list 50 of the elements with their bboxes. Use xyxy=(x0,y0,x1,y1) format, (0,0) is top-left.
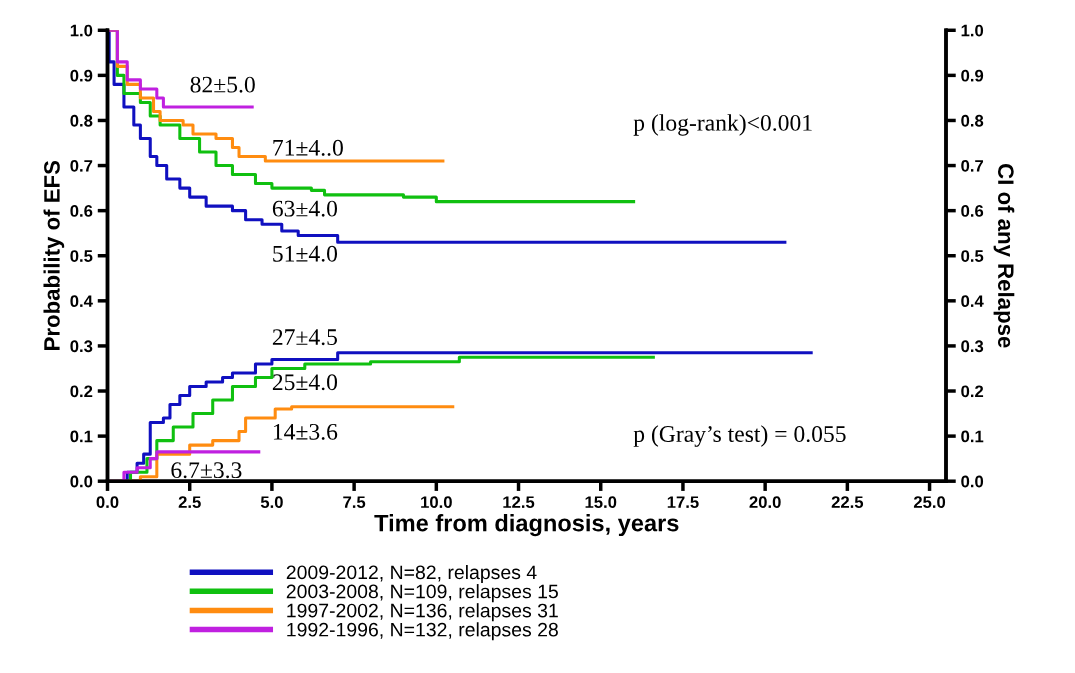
y-tick-label: 0.2 xyxy=(70,385,93,398)
x-tick-label: 5.0 xyxy=(260,496,283,509)
annotation: 27±4.5 xyxy=(272,329,338,346)
x-tick-label: 10.0 xyxy=(421,496,452,509)
annotation: 6.7±3.3 xyxy=(171,462,242,479)
y2-tick-label: 0.3 xyxy=(961,340,984,353)
y2-tick-label: 0.9 xyxy=(961,69,984,82)
annotation: 25±4.0 xyxy=(272,374,338,391)
annotation: 71±4..0 xyxy=(273,139,343,156)
legend-label: 2003-2008, N=109, relapses 15 xyxy=(286,584,558,603)
annotation: 63±4.0 xyxy=(272,200,338,217)
x-tick-label: 7.5 xyxy=(343,496,366,509)
y2-tick-label: 0.4 xyxy=(961,295,984,308)
y2-axis-title: CI of any Relapse xyxy=(993,164,1015,348)
y-tick-label: 0.5 xyxy=(70,250,93,262)
y2-tick-label: 0.5 xyxy=(961,250,984,262)
y2-tick-label: 0.1 xyxy=(961,430,984,443)
legend-label: 2009-2012, N=82, relapses 4 xyxy=(286,564,537,584)
y-tick-label: 0.3 xyxy=(70,340,93,353)
y2-tick-label: 1.0 xyxy=(961,24,984,37)
y2-tick-label: 0.2 xyxy=(961,385,984,398)
y-axis-title: Probability of EFS xyxy=(43,160,65,350)
annotation: p (Gray’s test) = 0.055 xyxy=(633,425,846,447)
annotation: p (log-rank)<0.001 xyxy=(633,114,812,136)
annotation: 51±4.0 xyxy=(273,245,338,262)
x-tick-label: 22.5 xyxy=(831,496,864,509)
legend-label: 1997-2002, N=136, relapses 31 xyxy=(287,603,558,622)
y-tick-label: 0.7 xyxy=(70,159,93,172)
x-axis-title: Time from diagnosis, years xyxy=(374,514,679,537)
y-tick-label: 0.4 xyxy=(70,295,93,308)
x-tick-label: 0.0 xyxy=(96,496,119,509)
y-tick-label: 1.0 xyxy=(70,24,93,37)
annotation: 82±5.0 xyxy=(190,76,255,93)
x-tick-label: 20.0 xyxy=(749,496,781,509)
y2-tick-label: 0.8 xyxy=(961,114,984,127)
x-tick-label: 15.0 xyxy=(585,496,617,509)
y-tick-label: 0.1 xyxy=(70,430,93,443)
annotation: 14±3.6 xyxy=(273,423,338,440)
y2-tick-label: 0.6 xyxy=(961,205,984,217)
y-tick-label: 0.8 xyxy=(70,114,93,127)
legend-label: 1992-1996, N=132, relapses 28 xyxy=(287,622,558,641)
x-tick-label: 2.5 xyxy=(178,496,201,509)
x-tick-label: 17.5 xyxy=(667,496,699,509)
y-tick-label: 0.0 xyxy=(70,475,93,488)
x-tick-label: 25.0 xyxy=(913,496,946,509)
y2-tick-label: 0.7 xyxy=(961,159,984,172)
y-tick-label: 0.9 xyxy=(70,69,93,82)
y2-tick-label: 0.0 xyxy=(961,475,984,488)
y-tick-label: 0.6 xyxy=(70,205,93,217)
x-tick-label: 12.5 xyxy=(503,496,535,509)
